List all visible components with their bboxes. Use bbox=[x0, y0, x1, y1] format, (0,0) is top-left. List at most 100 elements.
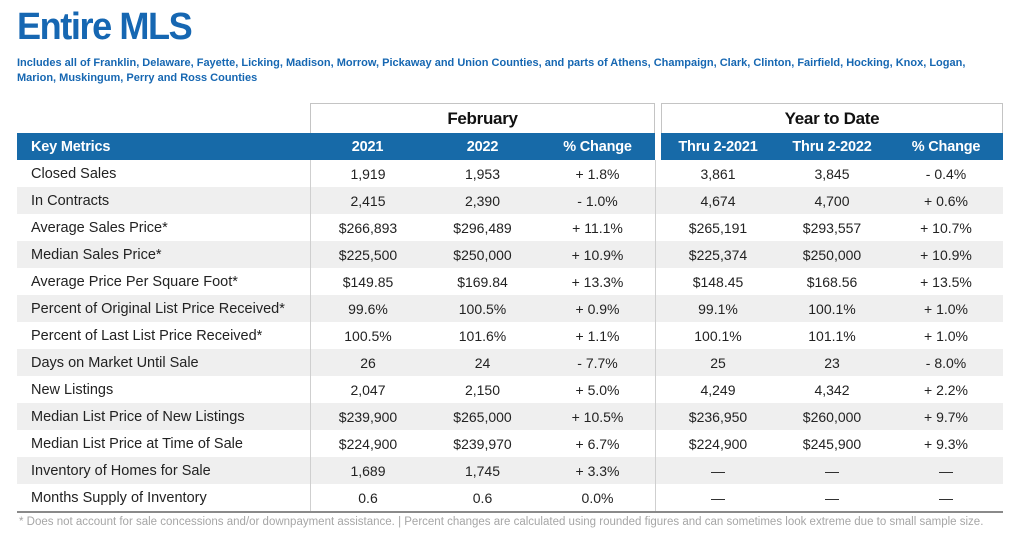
metric-value: 1,745 bbox=[425, 457, 540, 484]
table-row: Months Supply of Inventory 0.6 0.6 0.0% — — — bbox=[17, 484, 1003, 511]
metric-label: Average Sales Price* bbox=[17, 214, 310, 241]
metric-value: - 8.0% bbox=[889, 349, 1003, 376]
metric-value: + 5.0% bbox=[540, 376, 655, 403]
metric-value: 4,674 bbox=[661, 187, 775, 214]
metric-value: + 1.0% bbox=[889, 295, 1003, 322]
group-header-row: February Year to Date bbox=[17, 103, 1003, 133]
table-body: Closed Sales 1,919 1,953 + 1.8% 3,861 3,845- … bbox=[17, 160, 1003, 511]
metric-value: 23 bbox=[775, 349, 889, 376]
metric-value: 24 bbox=[425, 349, 540, 376]
column-gap bbox=[655, 160, 661, 187]
metric-value: + 11.1% bbox=[540, 214, 655, 241]
metric-value: + 10.9% bbox=[889, 241, 1003, 268]
table-row: Average Price Per Square Foot* $149.85 $16… bbox=[17, 268, 1003, 295]
metric-value: — bbox=[661, 457, 775, 484]
metric-value: + 13.3% bbox=[540, 268, 655, 295]
metric-label: Percent of Last List Price Received* bbox=[17, 322, 310, 349]
metric-value: $266,893 bbox=[310, 214, 425, 241]
metric-value: — bbox=[775, 457, 889, 484]
metric-value: + 13.5% bbox=[889, 268, 1003, 295]
column-gap bbox=[655, 484, 661, 511]
table-row: Inventory of Homes for Sale 1,689 1,745 + 3… bbox=[17, 457, 1003, 484]
column-header-key-metrics: Key Metrics bbox=[17, 133, 310, 160]
table-row: Closed Sales 1,919 1,953 + 1.8% 3,861 3,845- … bbox=[17, 160, 1003, 187]
column-header-feb-2021: 2021 bbox=[310, 133, 425, 160]
metric-value: $148.45 bbox=[661, 268, 775, 295]
column-header-row: Key Metrics 2021 2022 % Change Thru 2-20… bbox=[17, 133, 1003, 160]
metric-value: $245,900 bbox=[775, 430, 889, 457]
group-header-february: February bbox=[310, 103, 655, 133]
metric-value: 101.6% bbox=[425, 322, 540, 349]
table-bottom-rule bbox=[17, 511, 1003, 513]
metric-value: + 1.0% bbox=[889, 322, 1003, 349]
metric-value: — bbox=[889, 457, 1003, 484]
metric-value: + 6.7% bbox=[540, 430, 655, 457]
table-row: New Listings 2,047 2,150 + 5.0% 4,249 4,342 + … bbox=[17, 376, 1003, 403]
column-gap bbox=[655, 430, 661, 457]
group-header-year-to-date: Year to Date bbox=[661, 103, 1003, 133]
page-subtitle: Includes all of Franklin, Delaware, Faye… bbox=[17, 57, 966, 84]
metric-value: - 0.4% bbox=[889, 160, 1003, 187]
metric-value: 4,249 bbox=[661, 376, 775, 403]
column-header-ytd-change: % Change bbox=[889, 133, 1003, 160]
metric-value: $250,000 bbox=[775, 241, 889, 268]
metric-value: 0.6 bbox=[310, 484, 425, 511]
metric-label: Median Sales Price* bbox=[17, 241, 310, 268]
metric-value: - 1.0% bbox=[540, 187, 655, 214]
metric-value: $149.85 bbox=[310, 268, 425, 295]
metric-value: $265,191 bbox=[661, 214, 775, 241]
metric-label: Median List Price at Time of Sale bbox=[17, 430, 310, 457]
footnote: * Does not account for sale concessions … bbox=[19, 516, 984, 528]
metric-value: - 7.7% bbox=[540, 349, 655, 376]
metric-value: $260,000 bbox=[775, 403, 889, 430]
table-row: Median Sales Price* $225,500 $250,000 + 10.… bbox=[17, 241, 1003, 268]
table-row: Median List Price at Time of Sale $224,90… bbox=[17, 430, 1003, 457]
column-header-ytd-2022: Thru 2-2022 bbox=[775, 133, 889, 160]
column-gap bbox=[655, 295, 661, 322]
metric-value: 1,689 bbox=[310, 457, 425, 484]
metric-label: In Contracts bbox=[17, 187, 310, 214]
metric-label: Median List Price of New Listings bbox=[17, 403, 310, 430]
column-gap bbox=[655, 241, 661, 268]
column-header-ytd-2021: Thru 2-2021 bbox=[661, 133, 775, 160]
metric-value: 3,861 bbox=[661, 160, 775, 187]
column-gap bbox=[655, 187, 661, 214]
metric-value: + 1.1% bbox=[540, 322, 655, 349]
metric-value: 100.1% bbox=[661, 322, 775, 349]
metric-value: 3,845 bbox=[775, 160, 889, 187]
metric-value: $224,900 bbox=[661, 430, 775, 457]
metric-value: 26 bbox=[310, 349, 425, 376]
metric-value: — bbox=[775, 484, 889, 511]
metric-value: $225,374 bbox=[661, 241, 775, 268]
table-row: Percent of Original List Price Received*… bbox=[17, 295, 1003, 322]
metric-value: $265,000 bbox=[425, 403, 540, 430]
group-header-spacer bbox=[17, 103, 310, 133]
column-gap bbox=[655, 376, 661, 403]
column-gap bbox=[655, 322, 661, 349]
metric-value: 2,047 bbox=[310, 376, 425, 403]
table-row: Average Sales Price* $266,893 $296,489 + 11… bbox=[17, 214, 1003, 241]
metric-value: + 10.9% bbox=[540, 241, 655, 268]
metric-label: Closed Sales bbox=[17, 160, 310, 187]
metric-value: $250,000 bbox=[425, 241, 540, 268]
metric-value: + 10.7% bbox=[889, 214, 1003, 241]
metric-value: 99.1% bbox=[661, 295, 775, 322]
column-header-feb-2022: 2022 bbox=[425, 133, 540, 160]
metric-value: 0.0% bbox=[540, 484, 655, 511]
metric-value: $169.84 bbox=[425, 268, 540, 295]
metric-value: 99.6% bbox=[310, 295, 425, 322]
metric-label: Percent of Original List Price Received* bbox=[17, 295, 310, 322]
metric-value: + 10.5% bbox=[540, 403, 655, 430]
metric-value: + 2.2% bbox=[889, 376, 1003, 403]
metric-value: $239,900 bbox=[310, 403, 425, 430]
column-gap bbox=[655, 268, 661, 295]
metric-label: Average Price Per Square Foot* bbox=[17, 268, 310, 295]
metric-value: 100.1% bbox=[775, 295, 889, 322]
table-row: In Contracts 2,415 2,390- 1.0% 4,674 4,700 + … bbox=[17, 187, 1003, 214]
column-header-gap bbox=[655, 133, 661, 160]
metric-value: $296,489 bbox=[425, 214, 540, 241]
metric-value: 100.5% bbox=[425, 295, 540, 322]
table-row: Days on Market Until Sale 26 24- 7.7% 25 23-… bbox=[17, 349, 1003, 376]
table-row: Median List Price of New Listings $239,90… bbox=[17, 403, 1003, 430]
